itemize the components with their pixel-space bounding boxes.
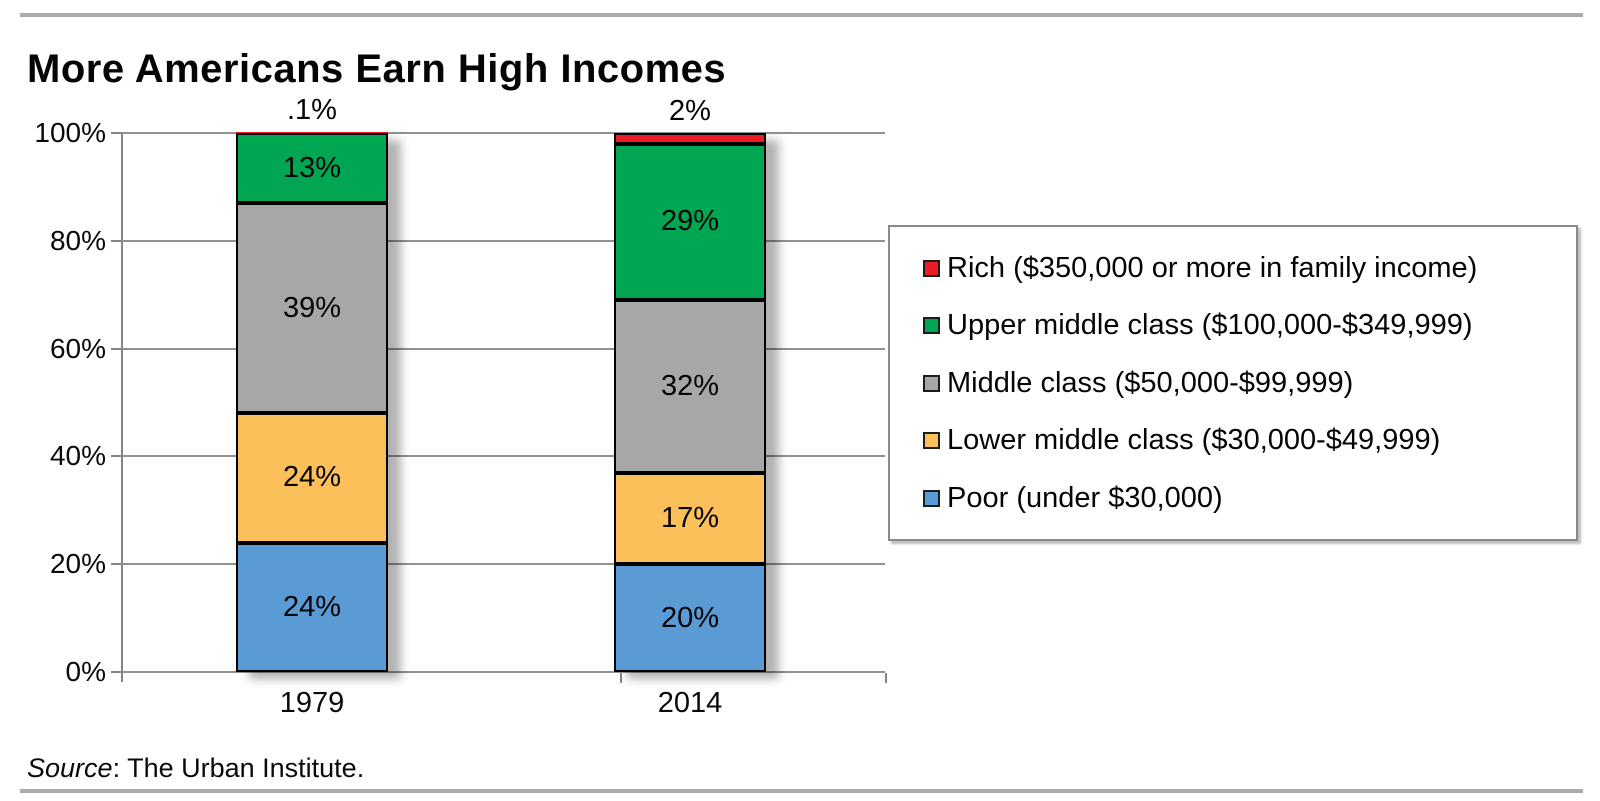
stacked-bar-chart: 24% 24% 39% 13% .1% 20% 17% 32% 29% 2% 0% 20% 40% 60…	[0, 90, 900, 719]
bar-segment: 20%	[614, 564, 766, 672]
bottom-divider-rule	[20, 789, 1583, 793]
legend-item: Lower middle class ($30,000-$49,999)	[923, 424, 1576, 457]
segment-label: 13%	[282, 151, 342, 184]
legend-item: Poor (under $30,000)	[923, 482, 1576, 515]
segment-label: 32%	[660, 369, 720, 402]
legend-label: Upper middle class ($100,000-$349,999)	[947, 309, 1473, 341]
bar-segment: 39%	[236, 203, 388, 414]
legend-marker	[923, 317, 940, 334]
y-tick-label: 40%	[49, 440, 106, 472]
y-axis-tick	[111, 671, 122, 673]
bar-segment: 13%	[236, 133, 388, 204]
top-divider-rule	[20, 13, 1583, 17]
y-tick-label: 0%	[65, 656, 106, 687]
gridline	[122, 455, 885, 458]
bar-segment: 17%	[614, 472, 766, 565]
legend-item: Upper middle class ($100,000-$349,999)	[923, 309, 1576, 342]
x-axis-tick	[620, 673, 622, 683]
x-axis-tick	[885, 673, 887, 683]
segment-label: 24%	[282, 461, 342, 494]
y-axis-tick	[111, 563, 122, 566]
chart-title: More Americans Earn High Incomes	[27, 46, 727, 91]
segment-label: 17%	[660, 501, 720, 534]
y-axis-tick	[111, 239, 122, 242]
y-tick-label: 60%	[49, 332, 106, 364]
bar-segment: 24%	[236, 413, 388, 543]
segment-label-above: .1%	[287, 94, 337, 127]
source-text: : The Urban Institute.	[112, 753, 365, 783]
x-category-label: 2014	[657, 687, 723, 719]
y-tick-label: 100%	[34, 117, 106, 148]
bar-segment: 24%	[236, 542, 388, 672]
y-axis-line	[121, 132, 123, 682]
y-tick-label: 20%	[49, 548, 106, 580]
x-category-label: 1979	[279, 687, 345, 719]
legend-label: Lower middle class ($30,000-$49,999)	[947, 424, 1441, 456]
segment-label: 29%	[660, 205, 720, 238]
legend-marker	[923, 259, 940, 277]
y-axis-tick	[111, 455, 122, 458]
gridline	[122, 132, 885, 134]
legend: Rich ($350,000 or more in family income)…	[888, 225, 1578, 541]
source-word: Source	[27, 753, 113, 783]
legend-marker	[923, 432, 940, 449]
bar-1979: 24% 24% 39% 13% .1%	[236, 94, 388, 672]
legend-item: Middle class ($50,000-$99,999)	[923, 367, 1576, 400]
bar-segment: 32%	[614, 300, 766, 473]
segment-label: 20%	[660, 601, 720, 634]
y-tick-label: 80%	[49, 224, 106, 256]
gridline	[122, 239, 885, 242]
source-note: Source: The Urban Institute.	[27, 753, 364, 784]
bar-segment	[614, 133, 766, 144]
legend-item: Rich ($350,000 or more in family income)	[923, 252, 1576, 285]
bar-segment	[236, 132, 388, 133]
legend-label: Poor (under $30,000)	[947, 481, 1223, 514]
y-axis-tick	[111, 132, 122, 134]
y-axis-tick	[111, 347, 122, 350]
legend-marker	[923, 374, 940, 392]
segment-label: 24%	[282, 590, 342, 623]
bar-segment: 29%	[614, 143, 766, 301]
gridline	[122, 347, 885, 350]
gridline	[122, 671, 885, 673]
legend-label: Rich ($350,000 or more in family income)	[947, 251, 1478, 284]
bar-2014: 20% 17% 32% 29% 2%	[614, 95, 766, 672]
gridline	[122, 563, 885, 566]
plot-area: 24% 24% 39% 13% .1% 20% 17% 32% 29% 2%	[111, 94, 885, 673]
segment-label: 39%	[282, 291, 342, 324]
legend-marker	[923, 489, 940, 507]
segment-label-above: 2%	[669, 95, 711, 127]
legend-label: Middle class ($50,000-$99,999)	[947, 366, 1354, 399]
